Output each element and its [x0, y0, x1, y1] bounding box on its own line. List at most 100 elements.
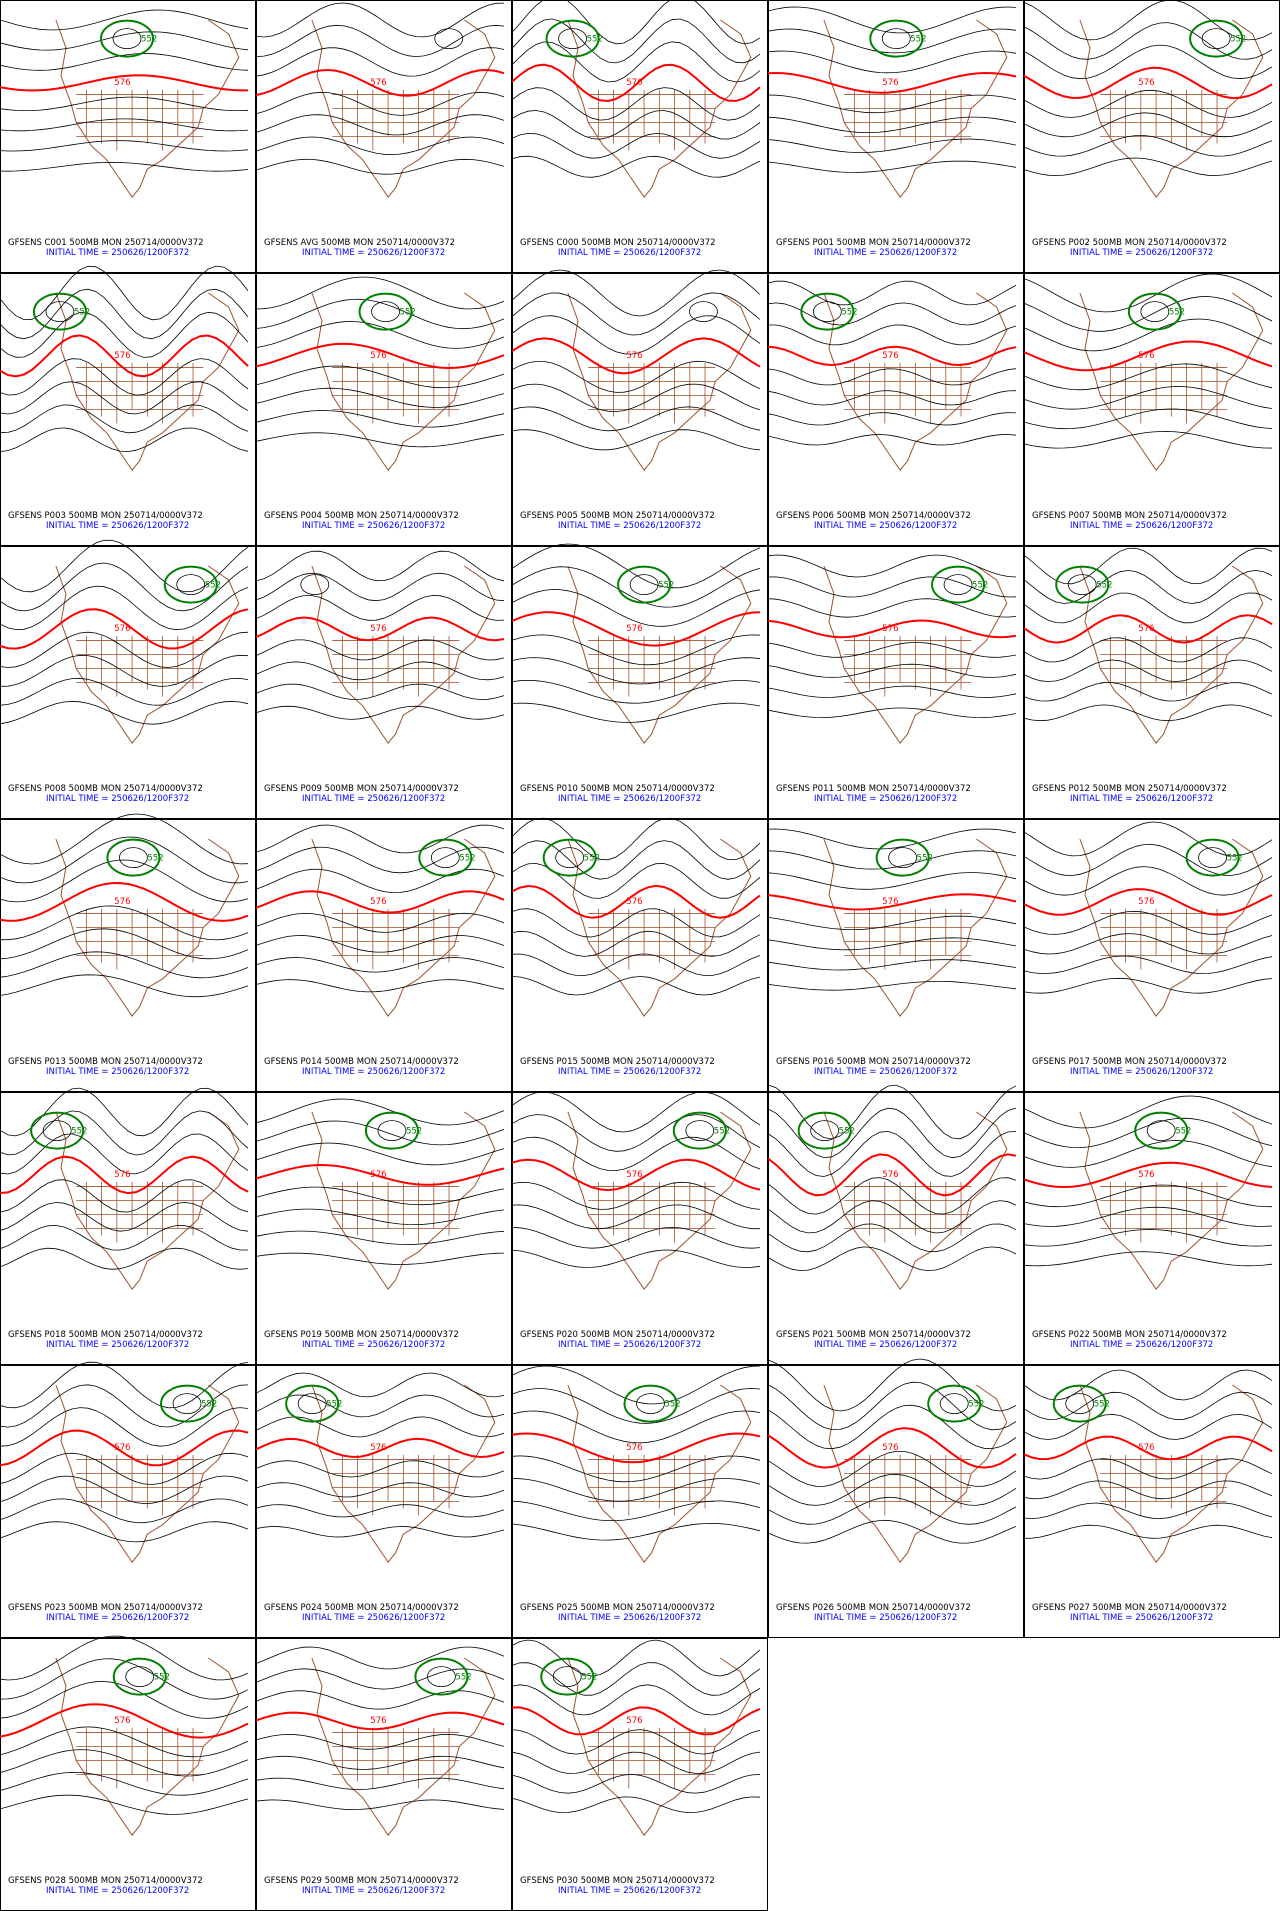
- contour: [511, 383, 761, 413]
- contour-576: [511, 1158, 761, 1192]
- contour-576: [1023, 614, 1273, 644]
- map-panel: 576 552 GFSENS P004 500MB MON 250714/0000V…: [255, 273, 512, 546]
- contour: [1023, 1251, 1273, 1267]
- low-center: [881, 28, 911, 50]
- contour: [511, 406, 761, 432]
- low-center: [888, 847, 918, 869]
- coastline: [311, 838, 496, 1017]
- initial-time: INITIAL TIME = 250626/1200F372: [302, 1613, 445, 1623]
- contour-552: [163, 565, 218, 604]
- contour: [0, 905, 249, 941]
- contour-label: 552: [71, 1127, 87, 1137]
- map-panel: 576 552 GFSENS P013 500MB MON 250714/0000V…: [0, 813, 256, 1092]
- contour: [255, 979, 505, 993]
- contour-552: [927, 1384, 982, 1423]
- contour: [0, 1475, 249, 1505]
- contour: [767, 94, 1017, 114]
- contour: [1023, 1524, 1273, 1539]
- contour-label: 576: [882, 897, 898, 907]
- contour-552: [1052, 1384, 1107, 1423]
- contour: [255, 1208, 505, 1226]
- low-center: [552, 1666, 582, 1688]
- contour: [0, 836, 249, 884]
- contour: [767, 554, 1017, 578]
- contour: [511, 87, 761, 121]
- contour-label: 576: [626, 351, 642, 361]
- contour: [255, 1372, 505, 1398]
- contour: [255, 1252, 505, 1265]
- contour-552: [540, 1657, 595, 1696]
- panel-title: GFSENS P008 500MB MON 250714/0000V372: [8, 784, 203, 794]
- contour-label: 552: [581, 1673, 597, 1683]
- contour: [511, 315, 761, 355]
- contour: [767, 1107, 1017, 1159]
- contour: [255, 1733, 505, 1750]
- contour: [1023, 955, 1273, 975]
- map-panel: 576 552 GFSENS P018 500MB MON 250714/0000V…: [0, 1087, 256, 1365]
- contour-552: [100, 19, 154, 58]
- state-borders: [588, 635, 716, 697]
- low-center: [300, 574, 330, 596]
- contour: [255, 1526, 505, 1538]
- contour: [767, 959, 1017, 971]
- panel-title: GFSENS C001 500MB MON 250714/0000V372: [8, 238, 204, 248]
- contour-576: [0, 74, 248, 92]
- map-panel: 576 552 GFSENS P019 500MB MON 250714/0000V…: [255, 1092, 512, 1365]
- contour: [0, 1794, 249, 1815]
- contour-576: [0, 1703, 249, 1739]
- contour: [255, 1777, 505, 1790]
- contour: [1023, 1369, 1273, 1401]
- low-center: [939, 1393, 969, 1415]
- contour-576: [511, 1706, 761, 1736]
- initial-time: INITIAL TIME = 250626/1200F372: [1070, 248, 1213, 258]
- map-panel: 576 552 GFSENS P030 500MB MON 250714/0000V…: [511, 1638, 768, 1911]
- map-panel: 576 552 GFSENS P001 500MB MON 250714/0000V…: [767, 0, 1024, 273]
- contour: [511, 566, 761, 608]
- contour-label: 576: [370, 1170, 386, 1180]
- contour: [1023, 89, 1273, 118]
- contour: [255, 158, 505, 175]
- contour-label: 552: [205, 581, 221, 591]
- low-center: [1198, 847, 1227, 869]
- contour: [1023, 135, 1273, 157]
- low-center: [42, 1120, 72, 1142]
- low-center: [1140, 301, 1170, 323]
- map-panel: 576 552 GFSENS P003 500MB MON 250714/0000V…: [0, 265, 256, 546]
- contour: [255, 1186, 505, 1206]
- contour: [0, 358, 249, 396]
- contour-label: 552: [1096, 581, 1112, 591]
- contour: [0, 1771, 249, 1796]
- contour-label: 576: [114, 1716, 130, 1726]
- contour: [511, 360, 761, 393]
- contour: [255, 387, 505, 408]
- initial-time: INITIAL TIME = 250626/1200F372: [558, 1886, 701, 1896]
- contour-576: [255, 890, 505, 914]
- contour: [511, 1639, 761, 1677]
- contour: [255, 550, 505, 582]
- contour: [767, 937, 1017, 951]
- contour: [0, 562, 249, 612]
- contour: [511, 1388, 761, 1424]
- low-center: [112, 28, 142, 50]
- contour: [0, 288, 249, 340]
- contour-552: [931, 565, 986, 604]
- contour: [255, 410, 505, 428]
- map-panel: 576 552 GFSENS P006 500MB MON 250714/0000V…: [767, 273, 1024, 546]
- coastline: [1079, 292, 1264, 471]
- contour: [255, 47, 505, 77]
- panel-title: GFSENS P020 500MB MON 250714/0000V372: [520, 1330, 715, 1340]
- contour: [0, 813, 249, 865]
- contour: [255, 1394, 505, 1418]
- contour: [0, 1361, 249, 1409]
- contour: [255, 572, 505, 602]
- state-borders: [76, 89, 204, 151]
- initial-time: INITIAL TIME = 250626/1200F372: [46, 521, 189, 531]
- contour: [767, 1130, 1017, 1177]
- coastline: [823, 565, 1008, 744]
- contour: [0, 1384, 249, 1428]
- contour: [1023, 273, 1273, 313]
- contour: [255, 114, 505, 136]
- contour: [511, 1522, 761, 1541]
- contour-label: 552: [1175, 1127, 1191, 1137]
- contour: [511, 1455, 761, 1483]
